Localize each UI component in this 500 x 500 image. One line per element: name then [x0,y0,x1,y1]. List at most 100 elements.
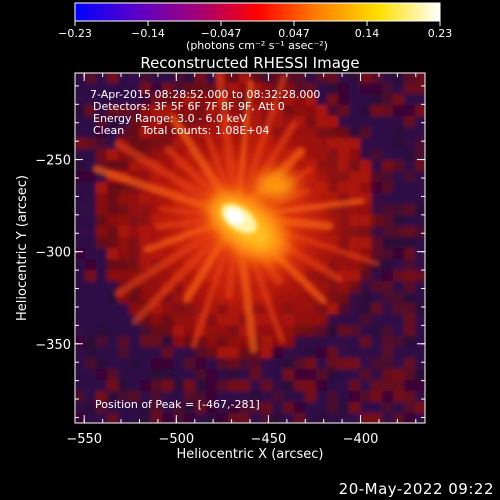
texture-cell [151,127,163,139]
texture-cell [129,380,141,392]
texture-cell [75,105,86,117]
texture-cell [195,73,207,84]
texture-cell [360,292,372,304]
texture-cell [382,292,394,304]
texture-cell [316,369,328,381]
texture-cell [250,380,262,392]
texture-cell [85,127,97,139]
texture-cell [393,116,405,128]
texture-cell [371,270,383,282]
texture-cell [404,248,416,260]
texture-cell [85,259,97,271]
texture-cell [151,94,163,106]
texture-cell [349,116,361,128]
texture-cell [371,303,383,315]
texture-cell [382,358,394,370]
texture-cell [261,347,273,359]
texture-cell [305,380,317,392]
texture-cell [85,105,97,117]
texture-cell [129,105,141,117]
x-tick-label: −450 [251,432,287,447]
texture-cell [393,149,405,161]
texture-cell [371,369,383,381]
texture-cell [338,413,350,423]
texture-cell [85,248,97,260]
texture-cell [393,259,405,271]
texture-cell [338,116,350,128]
texture-cell [107,193,119,205]
texture-cell [96,380,108,392]
texture-cell [118,402,130,414]
texture-cell [195,380,207,392]
texture-cell [85,215,97,227]
texture-cell [349,73,361,84]
texture-cell [272,358,284,370]
texture-cell [75,204,86,216]
texture-cell [151,116,163,128]
texture-cell [360,358,372,370]
texture-cell [118,215,130,227]
texture-cell [349,347,361,359]
texture-cell [228,380,240,392]
texture-cell [118,303,130,315]
texture-cell [96,193,108,205]
texture-cell [162,94,174,106]
texture-cell [349,325,361,337]
texture-cell [228,358,240,370]
texture-cell [415,413,425,423]
annotation-detectors: Detectors: 3F 5F 6F 7F 8F 9F, Att 0 [93,100,285,113]
secondary-source [255,171,296,200]
texture-cell [415,391,425,403]
texture-cell [206,380,218,392]
texture-cell [129,94,141,106]
texture-cell [195,358,207,370]
texture-cell [206,402,218,414]
texture-cell [118,413,130,423]
texture-cell [107,226,119,238]
texture-cell [393,369,405,381]
texture-cell [360,336,372,348]
texture-cell [382,402,394,414]
axis-ticks: −550 −500 −450 −400 −250 −300 −350 [35,73,425,447]
texture-cell [338,380,350,392]
texture-cell [107,402,119,414]
texture-cell [371,160,383,172]
texture-cell [118,116,130,128]
texture-cell [360,402,372,414]
texture-cell [404,369,416,381]
colorbar-units-label: (photons cm⁻² s⁻¹ asec⁻²) [186,39,328,52]
texture-cell [338,391,350,403]
texture-cell [75,215,86,227]
texture-cell [75,237,86,249]
texture-cell [173,358,185,370]
texture-cell [327,83,339,95]
texture-cell [96,105,108,117]
texture-cell [75,413,86,423]
texture-cell [415,127,425,139]
texture-cell [404,270,416,282]
texture-cell [316,325,328,337]
texture-cell [305,358,317,370]
texture-cell [261,413,273,423]
texture-cell [415,402,425,414]
texture-cell [393,248,405,260]
texture-cell [75,369,86,381]
texture-cell [85,138,97,150]
texture-cell [382,138,394,150]
texture-cell [371,116,383,128]
texture-cell [118,193,130,205]
texture-cell [382,160,394,172]
texture-cell [75,182,86,194]
texture-cell [217,347,229,359]
texture-cell [360,94,372,106]
texture-cell [118,336,130,348]
texture-cell [415,149,425,161]
texture-cell [382,182,394,194]
texture-cell [162,314,174,326]
texture-cell [404,259,416,271]
texture-cell [316,347,328,359]
texture-cell [85,237,97,249]
texture-cell [283,369,295,381]
texture-cell [162,380,174,392]
texture-cell [294,402,306,414]
